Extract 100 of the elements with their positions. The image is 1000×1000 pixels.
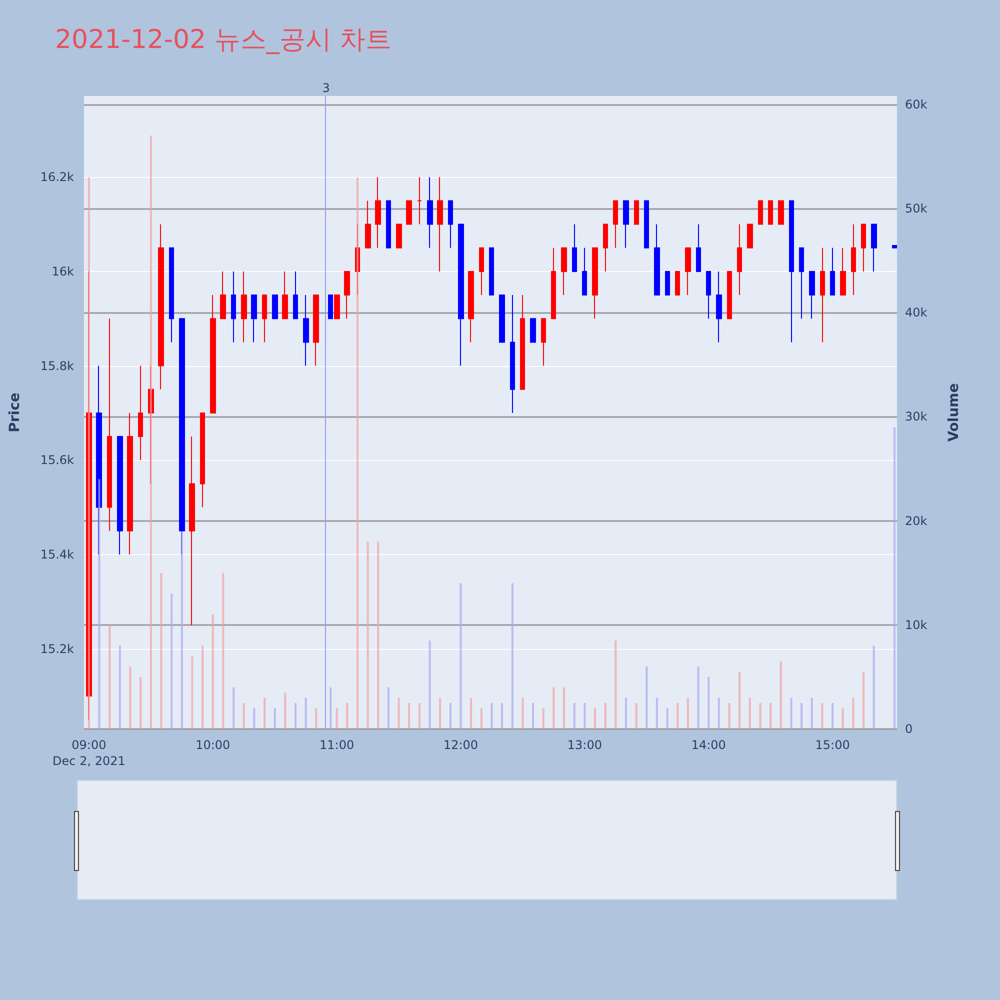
x-tick-label: 13:00 (567, 738, 602, 752)
x-tick-label: 11:00 (320, 738, 354, 752)
candlestick (758, 200, 763, 225)
y2-tick-label: 10k (905, 618, 928, 632)
candlestick (210, 294, 216, 414)
bar (614, 640, 617, 729)
bar (253, 708, 256, 729)
bar (748, 698, 751, 729)
y2-axis-title: Volume (946, 383, 962, 442)
candlestick (510, 294, 515, 414)
x-tick-label: 09:00 Dec 2, 2021 (52, 738, 126, 768)
candlestick (417, 176, 422, 225)
candlestick (458, 224, 464, 366)
bar (676, 702, 679, 729)
candlestick (665, 270, 670, 296)
x-tick-label: 14:00 (691, 738, 726, 752)
bar (542, 708, 544, 729)
candlestick (262, 294, 267, 343)
y2-tick-label: 20k (905, 514, 928, 528)
candlestick (107, 318, 112, 532)
candlestick (117, 436, 123, 555)
candlestick (561, 247, 567, 296)
candlestick (334, 294, 340, 320)
bar (377, 542, 380, 729)
candlestick (293, 270, 298, 320)
bar (666, 708, 668, 729)
y-tick-label: 16k (52, 264, 74, 278)
bar (697, 666, 700, 729)
bar (594, 708, 596, 729)
candlestick (344, 270, 350, 320)
bar (408, 702, 410, 729)
candlestick (386, 200, 391, 248)
y2-tick-label: 50k (905, 201, 928, 216)
bar (872, 646, 875, 729)
candlestick (851, 224, 856, 296)
candlestick (189, 436, 195, 626)
bar (490, 702, 493, 729)
bar (584, 702, 586, 729)
candlestick (592, 247, 598, 320)
candlestick (520, 294, 525, 390)
y-tick-label: 15.4k (40, 547, 74, 562)
bar (501, 702, 504, 729)
candlestick (747, 224, 753, 248)
bar (800, 702, 803, 729)
bar (212, 614, 214, 729)
bar (646, 666, 648, 729)
bar (222, 572, 224, 729)
bar (842, 708, 844, 729)
candlestick (551, 247, 556, 320)
candlestick (251, 294, 257, 343)
bar (264, 698, 266, 729)
candlestick (696, 224, 701, 272)
candlestick (406, 200, 412, 225)
candlestick (727, 270, 732, 320)
bar (284, 692, 286, 729)
candlestick (634, 200, 639, 225)
bar (604, 702, 606, 729)
bar (862, 672, 865, 729)
bar (728, 702, 730, 729)
candlestick (572, 224, 577, 272)
bar (398, 698, 400, 729)
bar (336, 708, 338, 729)
y-tick-label: 16.2k (40, 170, 74, 184)
bar (624, 698, 627, 729)
candlestick (737, 224, 742, 296)
bar (718, 698, 720, 729)
bar (439, 698, 442, 729)
bar (140, 676, 142, 729)
bar (552, 687, 555, 729)
candlestick (365, 200, 371, 248)
bar (832, 702, 834, 729)
candlestick (685, 247, 691, 296)
bar (242, 702, 245, 729)
candlestick (820, 247, 825, 343)
candlestick (479, 247, 484, 296)
y2-tick-label: 0 (905, 722, 913, 736)
candlestick (427, 176, 433, 248)
candlestick (840, 247, 846, 296)
candlestick (541, 318, 546, 366)
candlestick (138, 365, 143, 461)
bar (315, 708, 318, 729)
candlestick (871, 224, 877, 272)
candlestick (778, 200, 784, 225)
candlestick (231, 270, 236, 343)
candlestick (499, 294, 505, 343)
bar (790, 698, 792, 729)
bar (470, 698, 472, 729)
candlestick (396, 224, 402, 248)
candlestick (303, 294, 309, 366)
candlestick (582, 247, 587, 296)
candlestick (127, 412, 133, 555)
candlestick (830, 247, 835, 296)
candlestick (328, 294, 333, 320)
candlestick (437, 176, 443, 272)
candlestick (892, 245, 897, 248)
candlestick (654, 224, 660, 296)
bar (635, 702, 638, 729)
bar (388, 687, 390, 729)
candlestick (448, 200, 453, 248)
bar (522, 698, 524, 729)
